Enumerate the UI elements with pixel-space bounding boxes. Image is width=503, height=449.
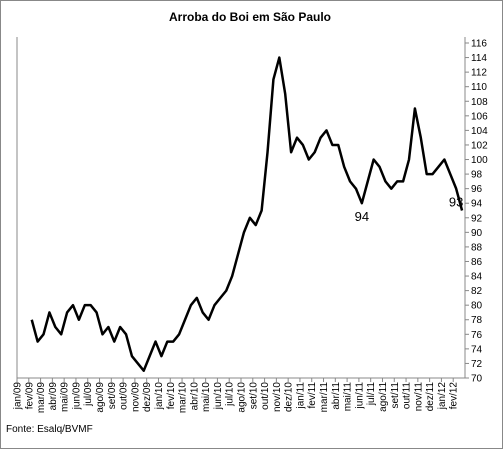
x-tick-label: jul/11 [366,382,377,407]
y-tick-label: 116 [471,39,487,50]
y-tick-label: 94 [471,199,483,210]
y-tick-label: 70 [471,374,483,385]
y-tick-label: 108 [471,97,488,108]
x-tick-label: mai/10 [201,382,212,412]
x-tick-label: out/09 [119,382,130,410]
x-tick-label: ago/11 [378,382,389,412]
y-tick-label: 88 [471,242,483,253]
y-tick-label: 112 [471,68,487,79]
x-tick-label: abr/09 [48,382,59,411]
x-tick-label: nov/09 [130,382,141,412]
y-tick-label: 114 [471,53,487,64]
y-tick-label: 82 [471,286,483,297]
y-tick-label: 96 [471,184,483,195]
x-tick-label: abr/11 [331,382,342,410]
x-tick-label: fev/09 [24,382,35,410]
x-tick-label: fev/11 [307,382,318,409]
x-tick-label: ago/09 [95,382,106,413]
annotation: 94 [355,209,369,224]
chart-title: Arroba do Boi em São Paulo [169,10,331,24]
y-tick-label: 106 [471,111,488,122]
x-tick-label: set/09 [107,382,118,410]
annotation: 93 [449,195,463,210]
x-tick-label: jun/09 [71,382,82,411]
y-tick-label: 90 [471,228,483,239]
y-tick-label: 76 [471,330,483,341]
x-tick-label: jan/10 [154,382,165,411]
x-tick-label: mar/10 [178,382,189,414]
line [30,56,464,372]
x-tick-label: mai/09 [60,382,71,412]
x-tick-label: jan/11 [295,382,306,410]
x-tick-label: mar/09 [36,382,47,414]
y-tick-label: 80 [471,301,483,312]
x-tick-label: ago/10 [237,382,248,413]
x-tick-label: set/11 [390,382,401,409]
y-tick-label: 84 [471,272,483,283]
x-tick-label: jun/11 [354,382,365,410]
source: Fonte: Esalq/BVMF [6,424,93,435]
x-tick-label: jun/10 [213,382,224,411]
x-tick-label: dez/09 [142,382,153,412]
x-tick-label: set/10 [248,382,259,410]
x-tick-label: jan/09 [13,382,24,411]
x-tick-label: fev/10 [166,382,177,410]
x-tick-label: out/10 [260,382,271,410]
y-tick-label: 74 [471,344,483,355]
x-tick-label: abr/10 [189,382,200,411]
x-tick-label: mar/11 [319,382,330,413]
x-tick-label: fev/12 [449,382,460,410]
x-tick-label: mai/11 [343,382,354,412]
x-tick-label: jan/12 [437,382,448,411]
y-tick-label: 72 [471,359,483,370]
y-tick-label: 98 [471,170,483,181]
x-tick-label: nov/11 [413,382,424,412]
y-tick-label: 78 [471,315,483,326]
x-tick-label: dez/10 [284,382,295,412]
x-tick-label: dez/11 [425,382,436,412]
y-tick-label: 100 [471,155,488,166]
y-tick-label: 102 [471,140,488,151]
y-tick-label: 86 [471,257,483,268]
y-tick-label: 110 [471,82,487,93]
y-tick-label: 92 [471,213,483,224]
x-tick-label: jul/09 [83,382,94,407]
y-tick-label: 104 [471,126,488,137]
x-tick-label: nov/10 [272,382,283,412]
x-tick-label: out/11 [402,382,413,409]
x-tick-label: jul/10 [225,382,236,407]
